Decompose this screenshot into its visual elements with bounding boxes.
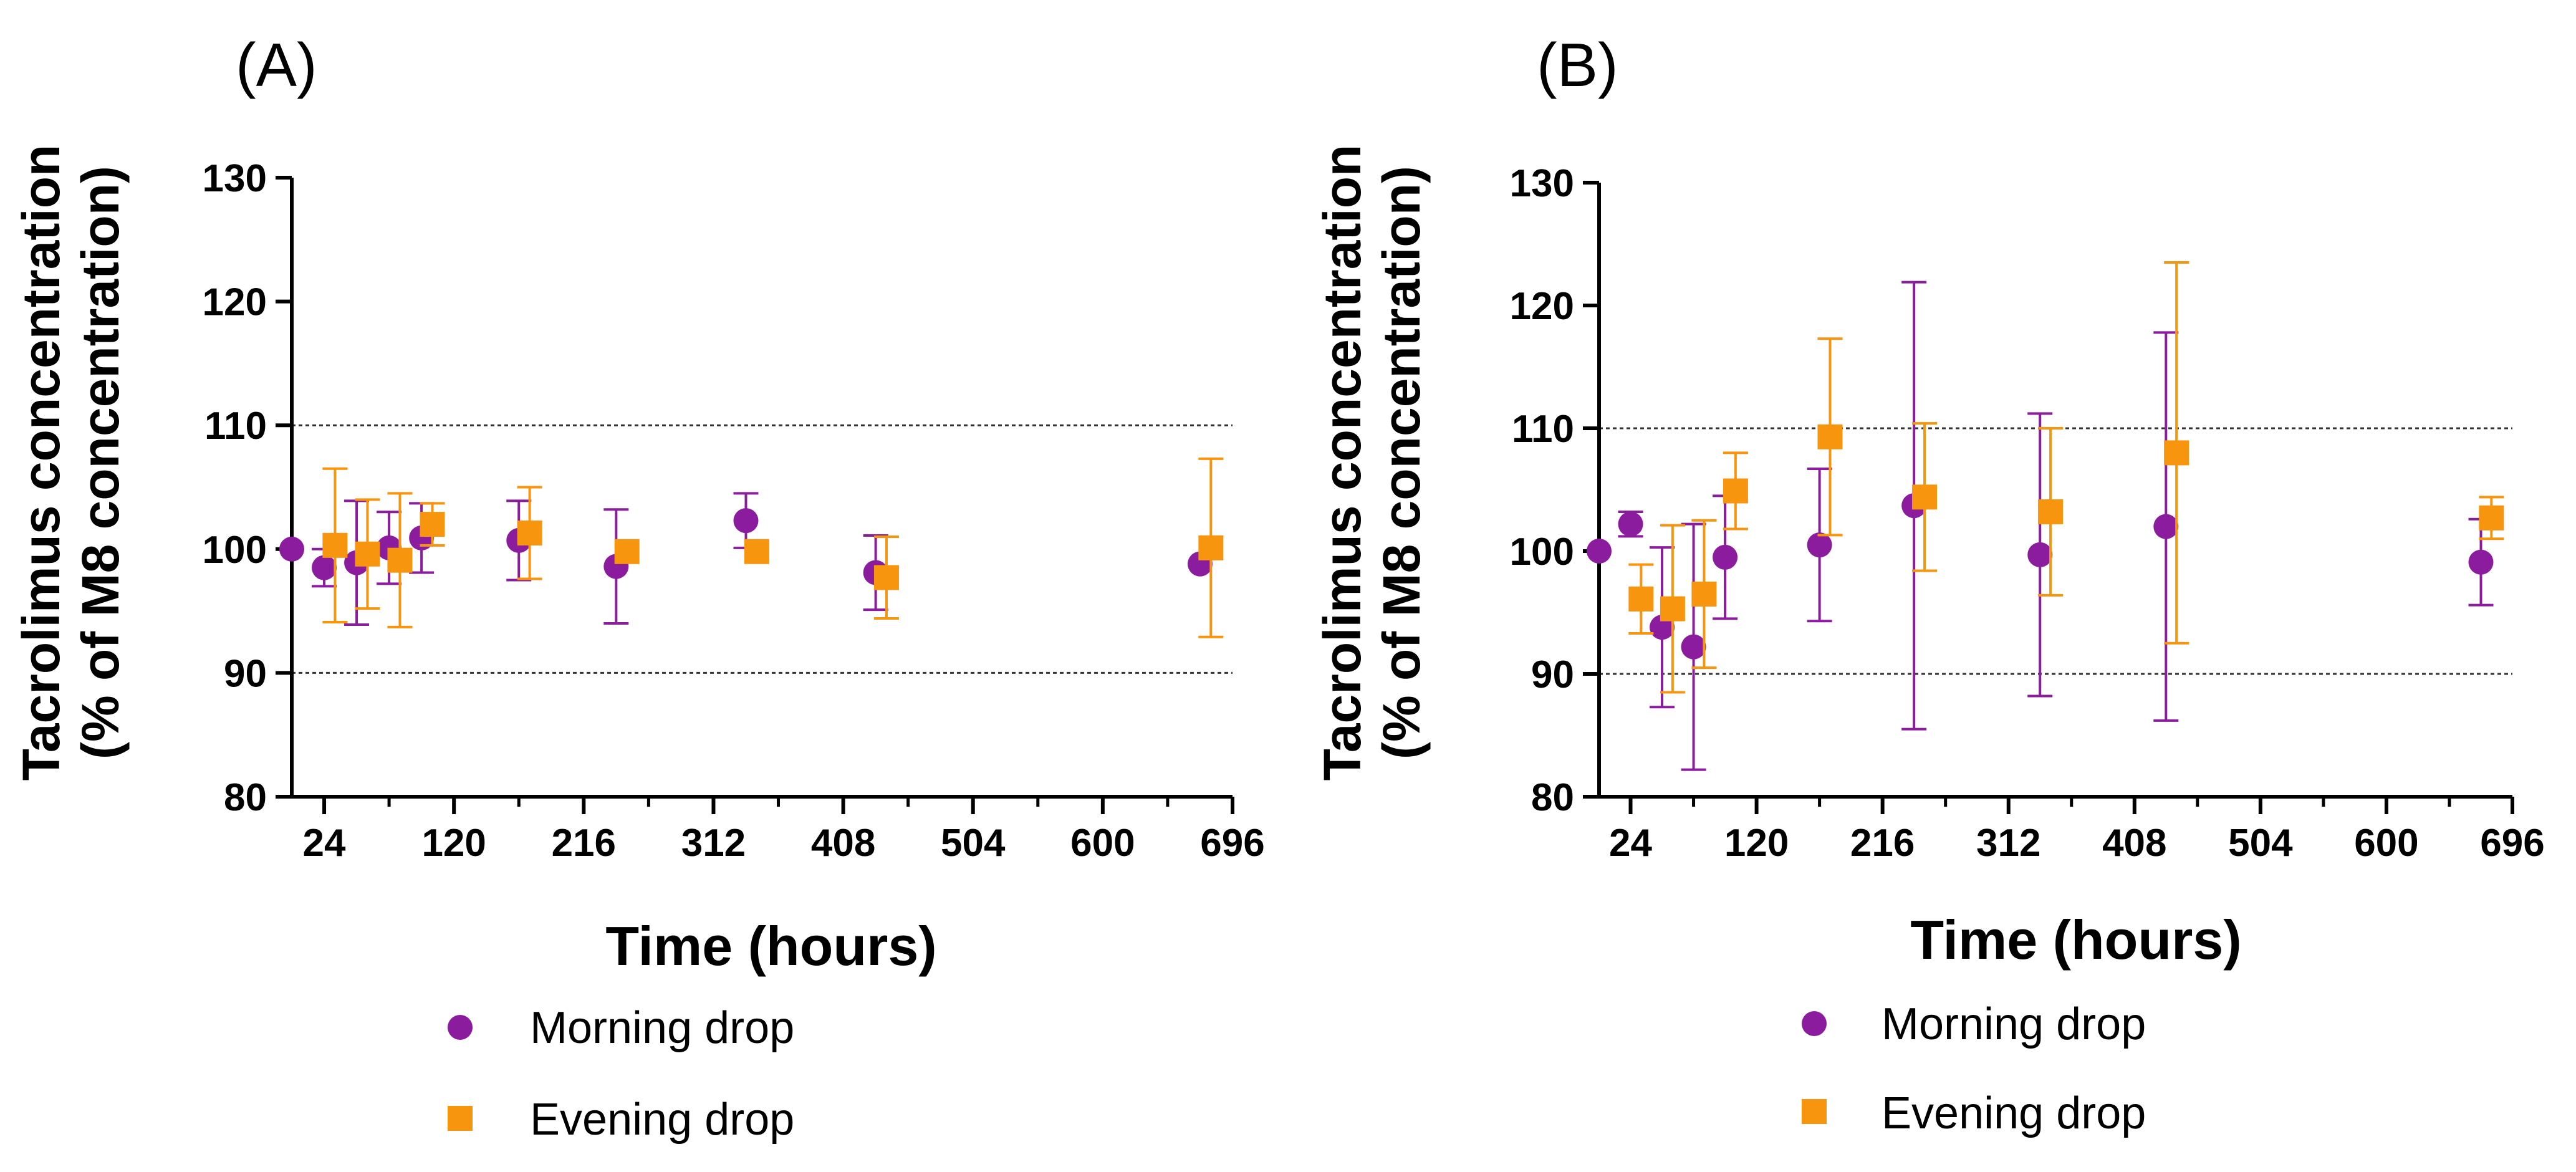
panel-b-morning-point-5 [1807, 532, 1832, 558]
panel-b-evening-point-3 [1723, 478, 1748, 504]
panel-b-morning-point-4 [1713, 544, 1738, 570]
panel-a-morning-point-7 [733, 508, 759, 534]
panel-b-ylabel-line2: (% of M8 concentration) [1372, 166, 1431, 759]
panel-a-ytick-label: 120 [203, 281, 267, 324]
panel-b-legend-morning-label: Morning drop [1882, 999, 2146, 1049]
panel-a-evening-point-5 [614, 539, 640, 564]
panel-a-ytick-label: 130 [203, 157, 267, 200]
panel-a-label: (A) [236, 31, 317, 99]
panel-b-legend: Morning drop Evening drop [1802, 999, 2146, 1138]
panel-b-morning-point-0 [1587, 539, 1612, 564]
panel-a-xtick-label: 24 [303, 822, 346, 865]
panel-b-morning-point-9 [2468, 549, 2494, 575]
panel-a-xlabel: Time (hours) [605, 915, 936, 977]
panel-a-legend-evening-marker [448, 1106, 473, 1131]
panel-b-evening-point-2 [1691, 581, 1717, 607]
panel-a-morning-point-0 [279, 536, 304, 562]
panel-a-ylabel-line2: (% of M8 concentration) [71, 166, 130, 759]
panel-b-ytick-label: 80 [1531, 776, 1574, 819]
panel-a-legend-morning-label: Morning drop [530, 1003, 794, 1053]
panel-a-ytick-label: 110 [204, 405, 267, 448]
panel-b-evening-point-6 [2038, 499, 2064, 524]
panel-a-evening-point-1 [355, 541, 380, 567]
panel-b-legend-evening-marker [1802, 1099, 1827, 1124]
panel-a-xtick-label: 408 [811, 822, 875, 865]
panel-b-xtick-label: 408 [2102, 822, 2166, 865]
panel-b-evening-point-7 [2164, 440, 2189, 466]
panel-b-ylabel: Tacrolimus concentration (% of M8 concen… [1313, 145, 1431, 781]
panel-a-ytick-label: 90 [224, 652, 267, 695]
panel-b-xtick-label: 600 [2354, 822, 2418, 865]
panel-b-ytick-label: 120 [1510, 285, 1574, 328]
panel-b-xtick-label: 504 [2228, 822, 2293, 865]
panel-b-ylabel-line1: Tacrolimus concentration [1313, 145, 1372, 781]
panel-a-morning-point-1 [312, 555, 337, 580]
panel-a-evening-point-2 [387, 547, 413, 573]
panel-b-ytick-label: 90 [1531, 653, 1574, 696]
panel-b-ytick-label: 110 [1512, 408, 1574, 451]
panel-a-xtick-label: 696 [1200, 822, 1264, 865]
panel-b-evening-point-1 [1660, 596, 1685, 622]
panel-a-ytick-label: 80 [224, 776, 267, 819]
panel-b-xtick-label: 24 [1609, 822, 1652, 865]
panel-a-xtick-label: 216 [552, 822, 616, 865]
panel-a-evening-point-4 [517, 520, 542, 545]
panel-b-morning-point-7 [2027, 542, 2053, 567]
panel-b-legend-evening-label: Evening drop [1882, 1088, 2146, 1138]
panel-b-morning-point-3 [1681, 634, 1706, 660]
panel-b-legend-morning-marker [1802, 1011, 1827, 1036]
panel-b-xtick-label: 120 [1724, 822, 1789, 865]
panel-a-ytick-label: 100 [203, 529, 267, 572]
panel-a-ylabel-line1: Tacrolimus concentration [12, 145, 70, 781]
panel-b-label: (B) [1537, 31, 1618, 99]
panel-a-legend: Morning drop Evening drop [448, 1003, 794, 1145]
panel-b-morning-point-1 [1618, 511, 1643, 537]
panel-b: (B) Tacrolimus concentration (% of M8 co… [1313, 31, 2545, 1138]
panel-a: (A) Tacrolimus concentration (% of M8 co… [12, 31, 1265, 1145]
panel-b-evening-point-5 [1912, 484, 1938, 510]
panel-b-xlabel: Time (hours) [1910, 909, 2241, 971]
panel-a-legend-morning-marker [448, 1015, 473, 1040]
panel-a-evening-point-3 [420, 512, 445, 537]
panel-b-plot: 80 90 100 110 120 130 24 120 216 312 408 504 600 696 [1510, 162, 2545, 865]
panel-b-evening-point-4 [1817, 424, 1843, 449]
panel-a-evening-point-7 [873, 565, 899, 590]
panel-b-xtick-label: 312 [1976, 822, 2040, 865]
panel-a-evening-point-8 [1198, 535, 1224, 560]
panel-a-evening-point-6 [744, 539, 769, 564]
panel-a-evening-point-0 [322, 532, 348, 558]
panel-a-xtick-label: 504 [941, 822, 1006, 865]
panel-a-ylabel: Tacrolimus concentration (% of M8 concen… [12, 145, 130, 781]
panel-b-evening-point-8 [2479, 505, 2504, 531]
panel-b-ytick-label: 100 [1510, 531, 1574, 574]
panel-b-xtick-label: 696 [2480, 822, 2544, 865]
panel-b-evening-point-0 [1628, 586, 1654, 612]
panel-b-ytick-label: 130 [1510, 162, 1574, 205]
panel-b-xtick-label: 216 [1850, 822, 1915, 865]
panel-a-xtick-label: 312 [681, 822, 746, 865]
panel-a-xtick-label: 600 [1070, 822, 1135, 865]
panel-a-xtick-label: 120 [421, 822, 486, 865]
panel-a-legend-evening-label: Evening drop [530, 1095, 794, 1145]
panel-a-plot: 80 90 100 110 120 130 24 120 216 312 408 504 600 696 [203, 157, 1265, 865]
panel-b-morning-point-8 [2153, 514, 2179, 539]
